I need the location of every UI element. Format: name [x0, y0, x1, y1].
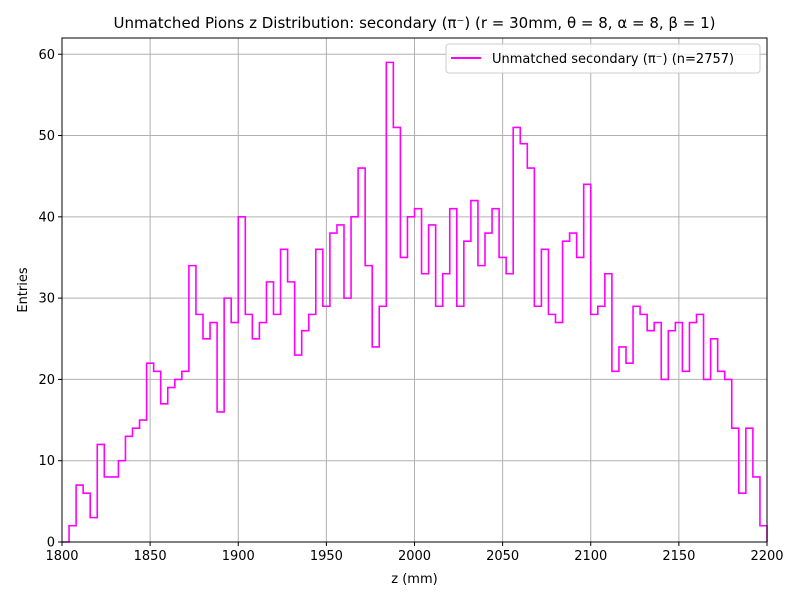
y-tick-label: 50: [38, 129, 55, 144]
x-tick-label: 1800: [45, 549, 78, 564]
y-tick-label: 20: [38, 373, 55, 388]
plot-data: [62, 61, 768, 543]
x-tick-label: 2100: [574, 549, 607, 564]
x-axis-label: z (mm): [391, 572, 437, 587]
x-tick-label: 2150: [662, 549, 695, 564]
x-tick-label: 1950: [310, 549, 343, 564]
y-tick-label: 60: [38, 48, 55, 63]
chart-title: Unmatched Pions z Distribution: secondar…: [114, 14, 716, 32]
histogram-step-line: [62, 61, 768, 543]
x-tick-label: 2000: [398, 549, 431, 564]
y-tick-label: 30: [38, 292, 55, 307]
legend-box: [445, 43, 761, 74]
legend-label: Unmatched secondary (π⁻) (n=2757): [492, 52, 734, 67]
x-tick-label: 2050: [486, 549, 519, 564]
x-tick-label: 1900: [222, 549, 255, 564]
axis-ticks: 1800 1850 1900 1950 2000 2050 2100 2150 22000102…: [38, 48, 783, 564]
y-tick-label: 40: [38, 210, 55, 225]
y-tick-label: 10: [38, 454, 55, 469]
legend: Unmatched secondary (π⁻) (n=2757): [445, 43, 761, 74]
y-tick-label: 0: [47, 536, 55, 551]
y-axis-label: Entries: [16, 267, 31, 313]
x-tick-label: 2200: [750, 549, 783, 564]
x-tick-label: 1850: [134, 549, 167, 564]
